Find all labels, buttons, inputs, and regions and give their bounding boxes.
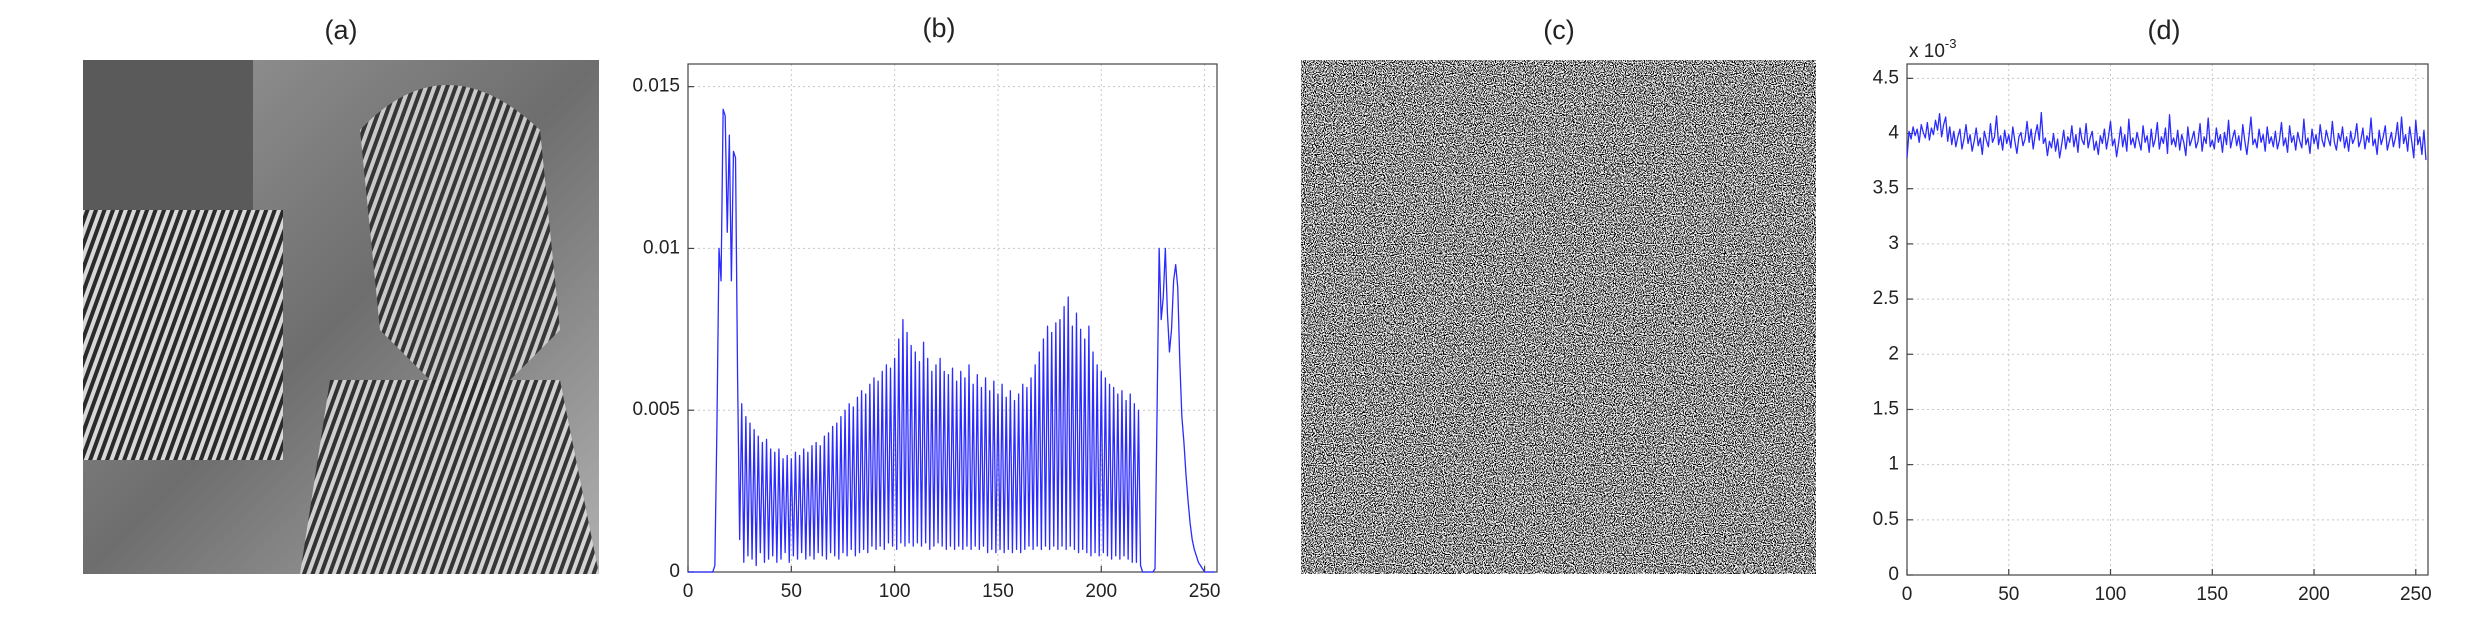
y-tick-label: 4.5 (1873, 67, 1899, 88)
x-tick-label: 150 (2196, 584, 2228, 605)
photo-a (83, 60, 599, 574)
x-tick-label: 50 (1998, 584, 2019, 605)
x-tick-label: 200 (1085, 581, 1117, 602)
x-tick-label: 200 (2298, 584, 2330, 605)
y-tick-label: 4 (1888, 123, 1899, 144)
axis-multiplier-base: x 10 (1909, 41, 1945, 62)
noise-image-c (1301, 60, 1816, 574)
data-line (1906, 111, 2427, 161)
y-tick-label: 0 (669, 561, 680, 582)
panel-title: (c) (1543, 15, 1574, 45)
y-tick-label: 0.01 (643, 237, 680, 258)
y-tick-label: 2.5 (1873, 288, 1899, 309)
panel-title: (d) (2148, 15, 2181, 45)
y-tick-label: 0.5 (1873, 509, 1899, 530)
plot-frame (687, 63, 1218, 573)
y-tick-label: 0.015 (632, 76, 680, 97)
x-tick-label: 0 (683, 581, 694, 602)
y-tick-label: 1 (1888, 454, 1899, 475)
data-line (688, 108, 1215, 573)
y-tick-label: 1.5 (1873, 398, 1899, 419)
x-tick-label: 50 (781, 581, 802, 602)
y-tick-label: 3 (1888, 233, 1899, 254)
x-tick-label: 250 (1189, 581, 1221, 602)
x-tick-label: 100 (879, 581, 911, 602)
plot-frame (1906, 63, 2429, 576)
x-tick-label: 100 (2095, 584, 2127, 605)
panel-title: (a) (325, 15, 358, 45)
y-tick-label: 2 (1888, 343, 1899, 364)
y-tick-label: 0 (1888, 564, 1899, 585)
y-tick-label: 3.5 (1873, 178, 1899, 199)
axis-multiplier-exponent: -3 (1945, 36, 1957, 51)
y-tick-label: 0.005 (632, 399, 680, 420)
axis-multiplier: x 10-3 (1909, 36, 1956, 62)
x-tick-label: 150 (982, 581, 1014, 602)
panel-title: (b) (923, 13, 956, 43)
x-tick-label: 0 (1902, 584, 1913, 605)
x-tick-label: 250 (2400, 584, 2432, 605)
